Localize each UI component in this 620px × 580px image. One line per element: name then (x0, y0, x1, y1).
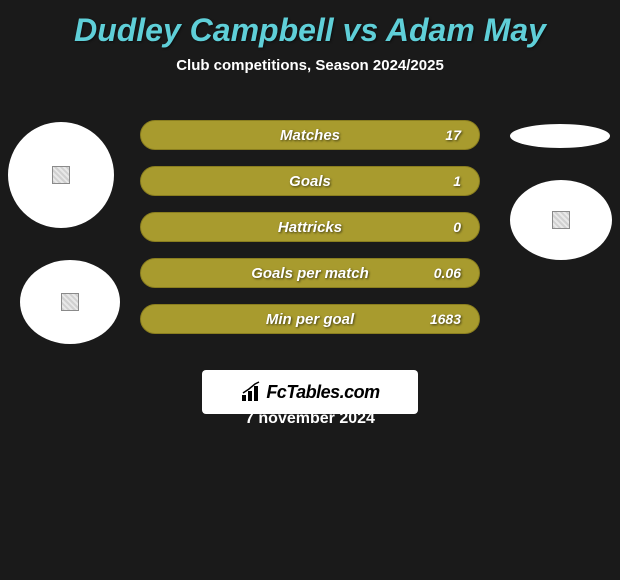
page-title: Dudley Campbell vs Adam May (0, 0, 620, 49)
chart-icon (240, 381, 262, 403)
brand-text: FcTables.com (266, 382, 379, 403)
brand-logo: FcTables.com (202, 370, 418, 414)
image-placeholder-icon (61, 293, 79, 311)
stat-bar: Goals 1 (140, 166, 480, 196)
stat-label: Matches (280, 127, 340, 144)
subtitle: Club competitions, Season 2024/2025 (0, 57, 620, 74)
player2-photo-large (510, 180, 612, 260)
stat-value: 0 (453, 219, 461, 235)
stat-label: Min per goal (266, 311, 354, 328)
stat-label: Goals (289, 173, 331, 190)
player2-photo-top (510, 124, 610, 148)
image-placeholder-icon (52, 166, 70, 184)
stat-label: Hattricks (278, 219, 342, 236)
stat-bar: Hattricks 0 (140, 212, 480, 242)
stat-value: 17 (445, 127, 461, 143)
stat-bar: Min per goal 1683 (140, 304, 480, 334)
player1-photo-small (20, 260, 120, 344)
stats-bars: Matches 17 Goals 1 Hattricks 0 Goals per… (140, 120, 480, 350)
image-placeholder-icon (552, 211, 570, 229)
stat-bar: Matches 17 (140, 120, 480, 150)
stat-value: 0.06 (434, 265, 461, 281)
stat-value: 1683 (430, 311, 461, 327)
date-text: 7 november 2024 (0, 410, 620, 428)
stat-label: Goals per match (251, 265, 369, 282)
player1-photo-large (8, 122, 114, 228)
stat-bar: Goals per match 0.06 (140, 258, 480, 288)
stat-value: 1 (453, 173, 461, 189)
